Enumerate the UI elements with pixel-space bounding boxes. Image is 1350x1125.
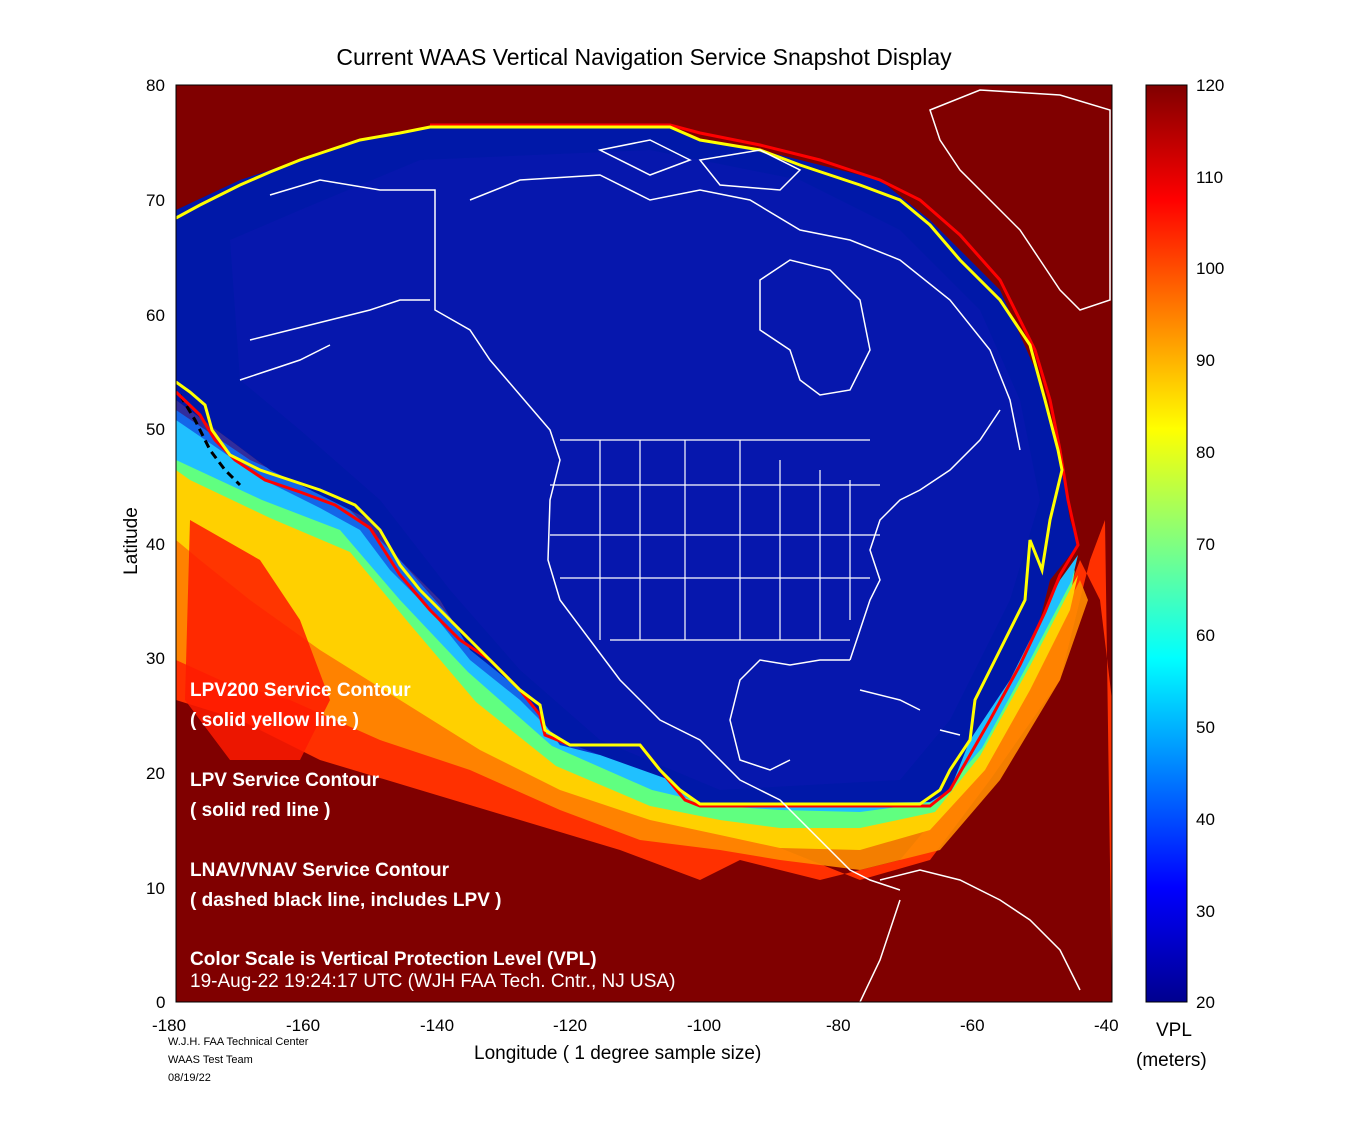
lpv200-legend-desc: ( solid yellow line ) (190, 710, 359, 731)
caribbean (859, 689, 961, 736)
xtick-minus80: -80 (826, 1016, 851, 1035)
credit-line-3: 08/19/22 (168, 1072, 211, 1084)
cbar-tick-70: 70 (1196, 535, 1215, 554)
cbar-tick-20: 20 (1196, 993, 1215, 1012)
timestamp: 19-Aug-22 19:24:17 UTC (WJH FAA Tech. Cn… (190, 971, 676, 992)
cbar-tick-110: 110 (1196, 168, 1224, 187)
xtick-minus60: -60 (960, 1016, 985, 1035)
coverage-core (230, 150, 1040, 790)
canada-arctic (469, 139, 1021, 451)
warm-band-yellow (176, 455, 1078, 850)
plot-frame (175, 84, 1113, 1003)
coverage-edge-light (176, 400, 600, 755)
xtick-minus180: -180 (152, 1016, 187, 1035)
cbar-tick-50: 50 (1196, 718, 1215, 737)
colorbar-label-units: (meters) (1136, 1050, 1207, 1071)
lpv-legend-desc: ( solid red line ) (190, 800, 331, 821)
south-america (859, 869, 1081, 1002)
ytick-80: 80 (146, 76, 165, 95)
ytick-20: 20 (146, 764, 165, 783)
chart-title: Current WAAS Vertical Navigation Service… (336, 44, 952, 70)
colorbar (1145, 84, 1188, 1003)
cbar-tick-90: 90 (1196, 351, 1215, 370)
gulf-coast (729, 659, 850, 771)
ytick-30: 30 (146, 649, 165, 668)
lpv200-contour (176, 125, 1064, 806)
cbar-tick-120: 120 (1196, 76, 1225, 95)
greenland (929, 89, 1111, 311)
lnav-legend-title: LNAV/VNAV Service Contour (190, 860, 450, 881)
lpv-legend-title: LPV Service Contour (190, 770, 379, 791)
ytick-60: 60 (146, 306, 165, 325)
cbar-tick-30: 30 (1196, 902, 1215, 921)
x-axis-label: Longitude ( 1 degree sample size) (474, 1043, 762, 1064)
credit-line-2: WAAS Test Team (168, 1054, 253, 1066)
lnav-legend-desc: ( dashed black line, includes LPV ) (190, 890, 502, 911)
red-blob-pacific (185, 520, 330, 760)
xtick-minus100: -100 (687, 1016, 722, 1035)
xtick-minus160: -160 (286, 1016, 321, 1035)
alaska-coast (269, 179, 901, 891)
alaska-south (239, 299, 430, 381)
xtick-minus140: -140 (420, 1016, 455, 1035)
ytick-10: 10 (146, 879, 165, 898)
credit-line-1: W.J.H. FAA Technical Center (168, 1036, 309, 1048)
cbar-tick-80: 80 (1196, 443, 1215, 462)
us-east-coast (849, 409, 1001, 661)
xtick-minus120: -120 (553, 1016, 588, 1035)
xtick-minus40: -40 (1094, 1016, 1119, 1035)
colorbar-label-vpl: VPL (1156, 1020, 1192, 1041)
scale-note: Color Scale is Vertical Protection Level… (190, 949, 597, 970)
cbar-tick-100: 100 (1196, 259, 1225, 278)
y-axis-label: Latitude (121, 507, 142, 575)
ytick-40: 40 (146, 535, 165, 554)
lpv200-legend-title: LPV200 Service Contour (190, 680, 411, 701)
ytick-50: 50 (146, 420, 165, 439)
lpv-contour (176, 123, 1080, 808)
state-borders (550, 439, 880, 641)
ytick-70: 70 (146, 191, 165, 210)
cbar-tick-60: 60 (1196, 626, 1215, 645)
lnav-contour (178, 394, 242, 487)
coastlines (239, 89, 1111, 1002)
hudson-bay (759, 259, 871, 396)
cbar-tick-40: 40 (1196, 810, 1215, 829)
ytick-0: 0 (156, 993, 166, 1012)
